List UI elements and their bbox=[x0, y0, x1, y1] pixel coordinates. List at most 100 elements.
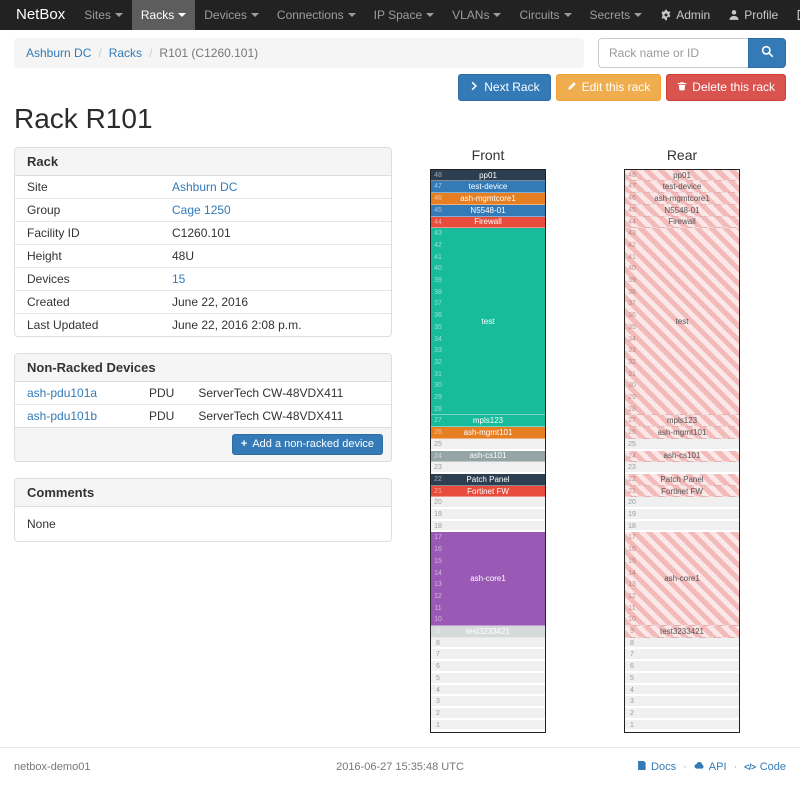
attribute-value-link[interactable]: 15 bbox=[172, 271, 186, 286]
device-ash-cs101[interactable]: ash-cs101 bbox=[431, 450, 545, 463]
rear-elevation-title: Rear bbox=[666, 146, 698, 163]
nav-item-label: Devices bbox=[204, 8, 247, 22]
device-link[interactable]: ash-pdu101b bbox=[27, 408, 98, 423]
device-test3233421[interactable]: test3233421 bbox=[431, 626, 545, 638]
device-test[interactable]: test bbox=[625, 228, 739, 416]
docs-link[interactable]: Docs bbox=[636, 760, 676, 774]
device-mpls123[interactable]: mpls123 bbox=[625, 415, 739, 428]
front-elevation: Front pp01 test-device ash-mgmtcore1 N5548-… bbox=[430, 147, 546, 733]
rack-slot-empty bbox=[625, 462, 739, 474]
device-ash-mgmtcore1[interactable]: ash-mgmtcore1 bbox=[625, 193, 739, 205]
device-patch-panel[interactable]: Patch Panel bbox=[431, 473, 545, 486]
device-test-device[interactable]: test-device bbox=[625, 181, 739, 194]
device-test-device[interactable]: test-device bbox=[431, 181, 545, 194]
edit-rack-label: Edit this rack bbox=[581, 80, 651, 94]
caret-down-icon bbox=[563, 13, 572, 17]
breadcrumb-item: R101 (C1260.101) bbox=[159, 46, 259, 60]
rack-slot-empty bbox=[625, 649, 739, 662]
device-name-cell: ash-pdu101b bbox=[15, 403, 137, 427]
delete-rack-button[interactable]: Delete this rack bbox=[666, 74, 786, 101]
device-test[interactable]: test bbox=[431, 228, 545, 416]
nav-item-connections[interactable]: Connections bbox=[268, 0, 365, 30]
rack-slot-empty bbox=[431, 520, 545, 533]
rack-slot-empty bbox=[431, 672, 545, 685]
rack-slot-empty bbox=[625, 637, 739, 650]
device-name-cell: ash-pdu101a bbox=[15, 382, 137, 405]
device-n5548-01[interactable]: N5548-01 bbox=[431, 204, 545, 217]
rack-slot-empty bbox=[431, 707, 545, 720]
device-pp01[interactable]: pp01 bbox=[625, 169, 739, 182]
attribute-label: Group bbox=[15, 197, 160, 222]
left-column: Rack Site Ashburn DC Group Cage 1250 Facilit… bbox=[14, 146, 392, 558]
edit-rack-button[interactable]: Edit this rack bbox=[555, 74, 662, 101]
attribute-label: Devices bbox=[15, 266, 160, 291]
device-pp01[interactable]: pp01 bbox=[431, 169, 545, 182]
api-link[interactable]: API bbox=[694, 760, 727, 774]
add-non-racked-device-button[interactable]: + Add a non-racked device bbox=[231, 433, 383, 456]
caret-down-icon bbox=[347, 13, 356, 17]
code-link[interactable]: </> Code bbox=[744, 761, 786, 773]
non-racked-panel: Non-Racked Devices ash-pdu101a PDU ServerT… bbox=[14, 352, 392, 463]
nav-item-vlans[interactable]: VLANs bbox=[443, 0, 510, 30]
device-role-cell: PDU bbox=[149, 385, 175, 400]
device-firewall[interactable]: Firewall bbox=[431, 216, 545, 229]
top-navbar: NetBox Sites Racks Devices Connections IP Sp… bbox=[0, 0, 800, 30]
breadcrumb-item[interactable]: Ashburn DC bbox=[26, 46, 92, 60]
nav-item-admin[interactable]: Admin bbox=[651, 0, 719, 30]
device-fortinet-fw[interactable]: Fortinet FW bbox=[625, 485, 739, 498]
nav-item-racks[interactable]: Racks bbox=[131, 0, 196, 30]
footer-separator: · bbox=[733, 760, 738, 773]
device-model-cell: ServerTech CW-48VDX411 bbox=[198, 385, 344, 400]
delete-rack-label: Delete this rack bbox=[692, 80, 775, 94]
nav-item-label: Connections bbox=[276, 8, 344, 22]
rack-slot-empty bbox=[431, 661, 545, 673]
rack-slot-empty bbox=[431, 637, 545, 650]
nav-item-ip-space[interactable]: IP Space bbox=[365, 0, 443, 30]
device-link[interactable]: ash-pdu101a bbox=[27, 385, 98, 400]
device-ash-cs101[interactable]: ash-cs101 bbox=[625, 450, 739, 463]
rack-slot-empty bbox=[625, 696, 739, 708]
device-ash-mgmtcore1[interactable]: ash-mgmtcore1 bbox=[431, 193, 545, 205]
nav-item-secrets[interactable]: Secrets bbox=[581, 0, 652, 30]
brand-link[interactable]: NetBox bbox=[16, 6, 66, 23]
add-non-racked-device-label: Add a non-racked device bbox=[252, 437, 374, 450]
attribute-label: Facility ID bbox=[15, 220, 160, 245]
nav-item-sites[interactable]: Sites bbox=[75, 0, 132, 30]
attribute-label: Site bbox=[27, 179, 48, 194]
plus-icon: + bbox=[240, 437, 248, 450]
rack-slot-empty bbox=[625, 719, 739, 732]
rack-slot-empty bbox=[431, 438, 545, 451]
hostname: netbox-demo01 bbox=[14, 760, 91, 773]
breadcrumb-row: Ashburn DC / Racks / R101 (C1260.101) bbox=[14, 38, 786, 68]
footer-links: Docs · API · </> Code bbox=[529, 760, 786, 774]
chevron-right-icon bbox=[469, 79, 479, 96]
device-ash-core1[interactable]: ash-core1 bbox=[625, 532, 739, 627]
nav-item-devices[interactable]: Devices bbox=[195, 0, 268, 30]
device-ash-mgmt101[interactable]: ash-mgmt101 bbox=[431, 427, 545, 439]
device-ash-core1[interactable]: ash-core1 bbox=[431, 532, 545, 627]
nav-item-logout[interactable]: Log out bbox=[787, 0, 800, 30]
device-n5548-01[interactable]: N5548-01 bbox=[625, 204, 739, 217]
device-test3233421[interactable]: test3233421 bbox=[625, 626, 739, 638]
cloud-icon bbox=[694, 760, 705, 774]
next-rack-button[interactable]: Next Rack bbox=[458, 74, 551, 101]
breadcrumb-item[interactable]: Racks bbox=[108, 46, 143, 60]
attribute-value-link[interactable]: Cage 1250 bbox=[172, 202, 231, 217]
rack-slot-empty bbox=[625, 707, 739, 720]
nav-right: Admin Profile Log out bbox=[651, 0, 800, 30]
device-firewall[interactable]: Firewall bbox=[625, 216, 739, 229]
nav-item-circuits[interactable]: Circuits bbox=[510, 0, 580, 30]
device-fortinet-fw[interactable]: Fortinet FW bbox=[431, 485, 545, 498]
device-role-cell: PDU bbox=[137, 403, 187, 427]
attribute-value-link[interactable]: Ashburn DC bbox=[172, 179, 238, 194]
device-patch-panel[interactable]: Patch Panel bbox=[625, 473, 739, 486]
nav-item-profile[interactable]: Profile bbox=[719, 0, 787, 30]
rack-slot-empty bbox=[431, 649, 545, 662]
non-racked-footer: + Add a non-racked device bbox=[15, 426, 391, 462]
breadcrumb-separator: / bbox=[98, 46, 102, 60]
search-button[interactable] bbox=[748, 38, 786, 68]
device-mpls123[interactable]: mpls123 bbox=[431, 415, 545, 428]
device-ash-mgmt101[interactable]: ash-mgmt101 bbox=[625, 427, 739, 439]
rack-panel-title: Rack bbox=[15, 147, 391, 176]
rack-search-input[interactable] bbox=[598, 38, 748, 68]
